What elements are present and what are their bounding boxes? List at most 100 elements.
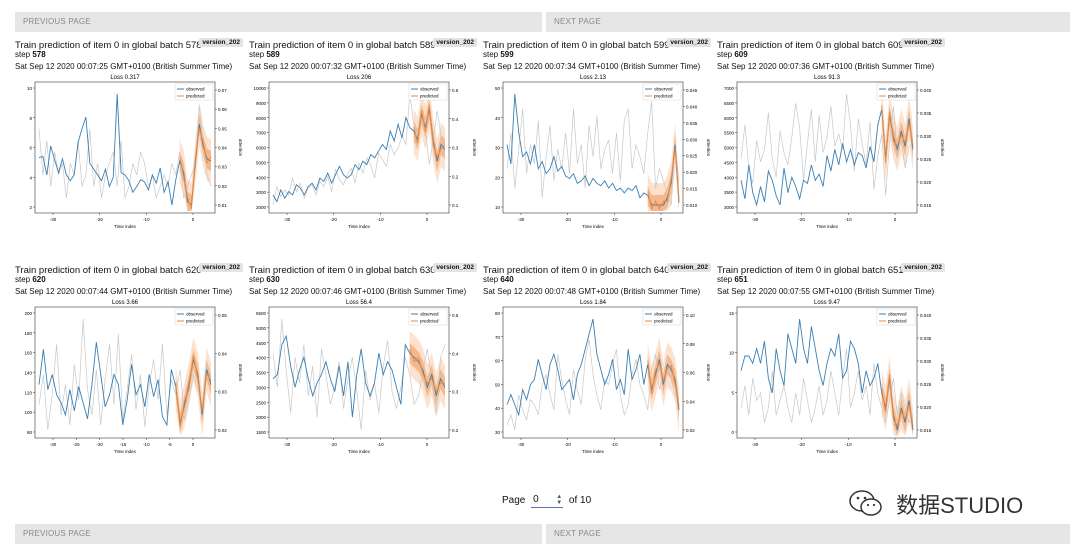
previous-page-button-bottom[interactable]: PREVIOUS PAGE [15, 524, 542, 544]
predicted-line [179, 127, 212, 210]
y2-tick-label: 0.03 [218, 165, 227, 170]
y-tick-label: 40 [495, 116, 501, 121]
y2-axis-label: attention [238, 139, 243, 157]
y-tick-label: 10 [729, 351, 735, 356]
page-number-input[interactable]: 0 ▲ ▼ [531, 494, 564, 508]
y-tick-label: 2500 [256, 400, 267, 405]
next-page-button[interactable]: NEXT PAGE [546, 12, 1070, 32]
y2-tick-label: 0.1 [452, 203, 459, 208]
x-tick-label: -10 [377, 217, 384, 222]
previous-page-button[interactable]: PREVIOUS PAGE [15, 12, 542, 32]
y-tick-label: 70 [495, 335, 501, 340]
attention-line [740, 348, 914, 424]
y-tick-label: 6500 [724, 101, 735, 106]
step-value: 640 [500, 275, 514, 284]
page-spinner-icon[interactable]: ▲ ▼ [556, 494, 563, 506]
prediction-band-outer [881, 87, 913, 181]
bottom-pagination-bar: PREVIOUS PAGE NEXT PAGE [15, 524, 1070, 544]
card-title: Train prediction of item 0 in global bat… [249, 265, 436, 276]
y2-tick-label: 0.030 [686, 137, 698, 142]
y2-tick-label: 0.10 [686, 313, 695, 318]
prediction-card: Train prediction of item 0 in global bat… [15, 263, 243, 465]
y-tick-label: 6000 [256, 146, 267, 151]
x-axis-label: Time index [348, 224, 371, 229]
chart-legend: observed predicted [876, 308, 916, 326]
x-tick-label: 0 [192, 442, 195, 447]
legend-box [642, 308, 682, 326]
y2-tick-label: 0.2 [452, 428, 459, 433]
y2-tick-label: 0.05 [218, 126, 227, 131]
legend-box [174, 308, 214, 326]
x-axis-label: Time index [114, 224, 137, 229]
y-tick-label: 60 [495, 359, 501, 364]
y2-axis-label: attention [940, 364, 945, 382]
y-tick-label: 50 [495, 382, 501, 387]
x-tick-label: -20 [564, 217, 571, 222]
prediction-card: Train prediction of item 0 in global bat… [249, 263, 477, 465]
y-tick-label: 10 [27, 86, 33, 91]
legend-box [174, 83, 214, 101]
y2-tick-label: 0.4 [452, 351, 459, 356]
y-tick-label: 100 [24, 410, 32, 415]
y2-tick-label: 0.040 [920, 88, 932, 93]
x-axis-label: Time index [348, 449, 371, 454]
card-date: Sat Sep 12 2020 00:07:55 GMT+0100 (Briti… [717, 287, 935, 296]
y2-tick-label: 0.01 [218, 203, 227, 208]
y-tick-label: 10 [495, 205, 501, 210]
y2-tick-label: 0.04 [686, 399, 695, 404]
y2-axis-label: attention [940, 139, 945, 157]
prediction-band-outer [409, 331, 445, 418]
prediction-card: Train prediction of item 0 in global bat… [717, 263, 945, 465]
y-tick-label: 15 [729, 311, 735, 316]
y-tick-label: 8000 [256, 116, 267, 121]
step-line: step 630 [249, 275, 280, 284]
y-tick-label: 30 [495, 146, 501, 151]
chart-loss-title: Loss 1.84 [580, 300, 607, 306]
step-value: 620 [32, 275, 46, 284]
card-title: Train prediction of item 0 in global bat… [15, 265, 202, 276]
y2-tick-label: 0.06 [686, 371, 695, 376]
y-tick-label: 80 [27, 430, 33, 435]
step-label: step [249, 275, 265, 284]
y-tick-label: 20 [495, 175, 501, 180]
y-tick-label: 200 [24, 311, 32, 316]
step-label: step [15, 50, 31, 59]
legend-predicted-label: predicted [888, 319, 907, 324]
plot-frame [34, 81, 216, 214]
chart-legend: observed predicted [642, 308, 682, 326]
y2-tick-label: 0.2 [452, 174, 459, 179]
y-tick-label: 3000 [256, 385, 267, 390]
card-title: Train prediction of item 0 in global bat… [249, 40, 436, 51]
legend-predicted-label: predicted [888, 94, 907, 99]
prediction-card: Train prediction of item 0 in global bat… [717, 38, 945, 240]
x-tick-label: -30 [752, 442, 759, 447]
chart-legend: observed predicted [174, 308, 214, 326]
chart-loss-title: Loss 0.317 [110, 75, 140, 81]
x-tick-label: -10 [377, 442, 384, 447]
next-page-button-bottom[interactable]: NEXT PAGE [546, 524, 1070, 544]
x-axis-label: Time index [582, 224, 605, 229]
y2-tick-label: 0.035 [920, 111, 932, 116]
prediction-chart: Loss 206 10000 9000 8000 7000 6000 5000 4000 300… [253, 75, 477, 229]
x-tick-label: -5 [168, 442, 172, 447]
y-tick-label: 30 [495, 430, 501, 435]
legend-predicted-label: predicted [186, 94, 205, 99]
y2-tick-label: 0.025 [920, 157, 932, 162]
y-tick-label: 5000 [724, 146, 735, 151]
y-tick-label: 6 [29, 146, 32, 151]
predicted-line [881, 105, 914, 163]
y-tick-label: 2000 [256, 205, 267, 210]
top-pagination-bar: PREVIOUS PAGE NEXT PAGE [15, 12, 1070, 32]
attention-line [740, 93, 914, 196]
y-tick-label: 3000 [256, 190, 267, 195]
card-date: Sat Sep 12 2020 00:07:34 GMT+0100 (Briti… [483, 62, 701, 71]
step-label: step [15, 275, 31, 284]
step-label: step [717, 50, 733, 59]
chart-legend: observed predicted [408, 83, 448, 101]
prediction-card: Train prediction of item 0 in global bat… [249, 38, 477, 240]
step-label: step [483, 50, 499, 59]
prediction-chart: Loss 9.47 15 10 5 0 0.040 0.035 0.030 0.025 0.020… [729, 300, 945, 454]
legend-box [876, 308, 916, 326]
y2-axis-label: attention [238, 364, 243, 382]
y2-tick-label: 0.025 [686, 154, 698, 159]
